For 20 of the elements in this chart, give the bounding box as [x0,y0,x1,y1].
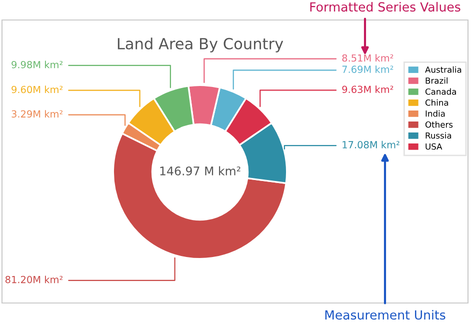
chart-title: Land Area By Country [118,38,284,52]
legend-label: Australia [425,66,462,73]
legend-label: Canada [425,88,456,95]
data-label: 81.20M km² [5,276,63,284]
text: 146.97 M km² [160,166,240,176]
data-label: 9.98M km² [12,60,63,68]
data-label: 7.69M km² [342,65,394,73]
data-label: 3.29M km² [12,110,63,118]
legend-label: India [426,110,445,117]
legend-label: China [425,99,448,106]
data-label: 9.63M km² [342,86,394,94]
text: Measurement Units [325,310,446,320]
legend-label: Russia [426,132,452,139]
legend-label: Others [425,121,453,128]
data-label: 9.60M km² [12,86,63,94]
text: Formatted Series Values [310,2,460,12]
data-label: 8.51M km² [342,54,394,62]
legend-label: USA [426,143,442,150]
data-label: 17.08M km² [342,140,400,148]
legend-label: Brazil [426,77,448,84]
